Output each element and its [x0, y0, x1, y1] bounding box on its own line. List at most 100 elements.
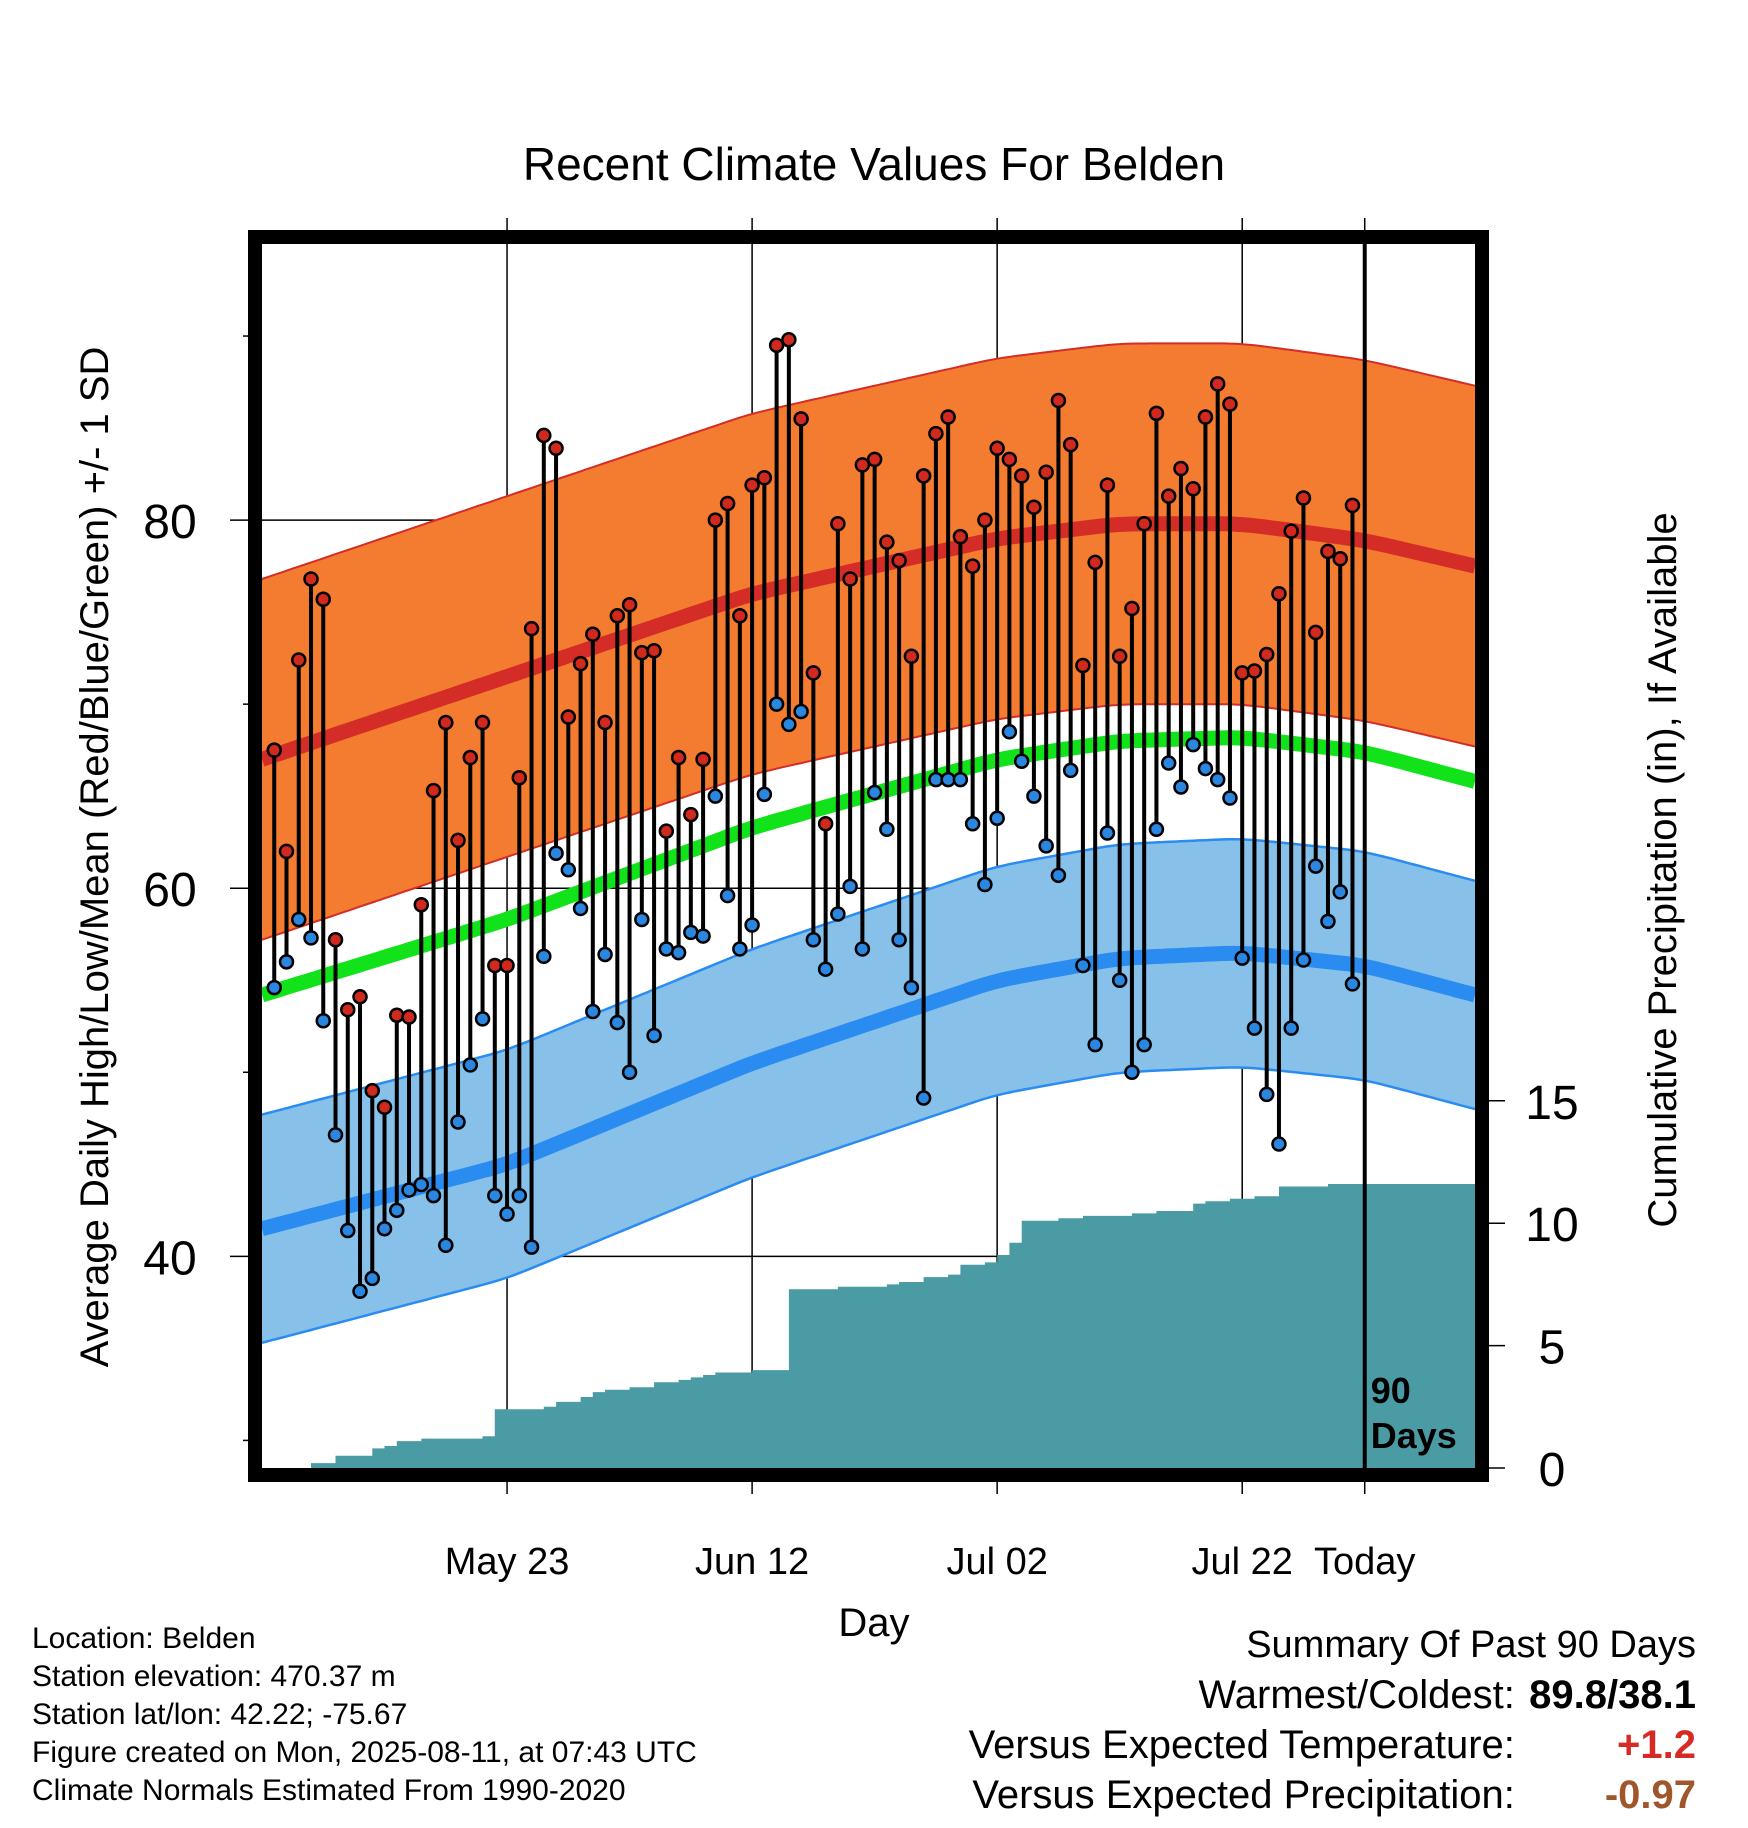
summary-warmest-row: Warmest/Coldest: 89.8/38.1	[969, 1670, 1697, 1720]
high-band-lower-edge	[261, 703, 1476, 941]
observed-high-point	[658, 823, 675, 839]
summary-precip-row: Versus Expected Precipitation: -0.97	[969, 1770, 1696, 1820]
observed-low-point	[915, 1090, 932, 1106]
observed-low-point	[1344, 976, 1361, 992]
observed-low-point	[1013, 753, 1030, 769]
observed-high-point	[756, 470, 773, 486]
observed-low-point	[560, 862, 577, 878]
observed-high-point	[1038, 464, 1054, 480]
observed-high-point	[744, 477, 760, 493]
summary-panel: Summary Of Past 90 Days Warmest/Coldest:…	[969, 1620, 1696, 1820]
created-text: Figure created on Mon, 2025-08-11, at 07…	[32, 1736, 697, 1769]
observed-high-point	[732, 608, 748, 624]
normals-text: Climate Normals Estimated From 1990-2020	[32, 1774, 626, 1807]
observed-low-point	[327, 1127, 344, 1143]
station-info: Location: Belden Station elevation: 470.…	[32, 1620, 697, 1810]
observed-low-point	[450, 1114, 466, 1130]
observed-high-point	[315, 591, 332, 607]
observed-high-point	[621, 597, 638, 613]
x-tick-label: Jun 12	[695, 1541, 809, 1583]
y-right-tick-label: 10	[1525, 1199, 1578, 1252]
observed-high-point	[1062, 436, 1079, 453]
y-left-tick-label: 60	[143, 864, 196, 917]
observed-high-point	[768, 337, 785, 353]
temp-label: Versus Expected Temperature:	[968, 1723, 1515, 1767]
observed-high-point	[1013, 468, 1030, 484]
observed-low-point	[572, 900, 589, 917]
observed-low-point	[1222, 790, 1238, 806]
observed-temperatures	[266, 331, 1361, 1300]
precip-area	[262, 1184, 1475, 1468]
observed-low-point	[621, 1064, 638, 1081]
observed-low-point	[1099, 825, 1116, 841]
x-axis-label: Day	[838, 1601, 909, 1645]
observed-high-point	[291, 652, 307, 668]
observed-low-point	[658, 941, 675, 957]
y-left-tick-label: 40	[143, 1232, 196, 1285]
observed-high-point	[462, 749, 479, 766]
observed-low-point	[634, 911, 650, 928]
observed-high-point	[1246, 663, 1263, 679]
days-label-unit: Days	[1371, 1415, 1457, 1456]
observed-low-point	[462, 1057, 479, 1073]
y-axis-right-label: Cumulative Precipitation (in), If Availa…	[1641, 512, 1685, 1227]
observed-high-point	[1111, 648, 1128, 665]
observed-low-point	[964, 816, 981, 832]
observed-low-point	[781, 716, 797, 733]
observed-low-point	[438, 1237, 454, 1254]
observed-high-point	[376, 1099, 393, 1115]
observed-high-point	[1234, 665, 1250, 681]
observed-low-point	[1185, 736, 1201, 753]
y-right-tick-label: 15	[1525, 1077, 1578, 1130]
observed-low-point	[805, 931, 822, 948]
observed-low-point	[1124, 1064, 1140, 1081]
y-right-tick-label: 5	[1539, 1322, 1566, 1375]
observed-low-point	[413, 1176, 430, 1193]
observed-low-point	[683, 924, 699, 941]
low-mean-line	[260, 945, 1478, 1236]
observed-low-point	[1038, 838, 1054, 854]
observed-high-point	[866, 451, 883, 468]
observed-high-point	[670, 749, 687, 766]
observed-low-point	[1246, 1020, 1263, 1036]
high-mean-line	[259, 516, 1477, 767]
observed-low-point	[303, 930, 319, 946]
observed-low-point	[719, 887, 736, 904]
observed-high-point	[609, 608, 626, 624]
location-text: Location: Belden	[32, 1622, 256, 1655]
observed-low-point	[266, 979, 283, 996]
observed-low-point	[1148, 821, 1165, 838]
observed-high-point	[1026, 499, 1042, 515]
observed-low-point	[1295, 952, 1312, 968]
observed-high-point	[450, 832, 466, 849]
observed-high-point	[1087, 554, 1103, 571]
observed-high-point	[1160, 488, 1177, 504]
x-tick-label: Today	[1314, 1541, 1415, 1583]
observed-low-point	[401, 1182, 417, 1198]
observed-low-point	[756, 786, 773, 803]
observed-low-point	[977, 876, 993, 893]
observed-high-point	[646, 643, 662, 659]
observed-low-point	[793, 703, 809, 720]
observed-low-point	[340, 1222, 356, 1239]
observed-high-point	[903, 648, 920, 665]
observed-low-point	[1026, 788, 1042, 804]
observed-high-point	[793, 411, 809, 427]
observed-low-point	[389, 1202, 405, 1219]
x-tick-label: May 23	[445, 1541, 570, 1583]
observed-low-point	[1075, 957, 1091, 974]
observed-low-point	[536, 948, 552, 965]
observed-high-point	[1283, 523, 1299, 539]
observed-low-point	[609, 1014, 626, 1031]
summary-title: Summary Of Past 90 Days	[1246, 1624, 1696, 1666]
summary-temp-row: Versus Expected Temperature: +1.2	[969, 1720, 1696, 1770]
observed-low-point	[376, 1220, 393, 1237]
observed-high-point	[1197, 409, 1214, 425]
observed-low-point	[499, 1206, 515, 1222]
observed-high-point	[891, 552, 907, 569]
observed-low-point	[1136, 1036, 1152, 1053]
observed-low-point	[1087, 1036, 1103, 1053]
observed-low-point	[866, 784, 883, 801]
